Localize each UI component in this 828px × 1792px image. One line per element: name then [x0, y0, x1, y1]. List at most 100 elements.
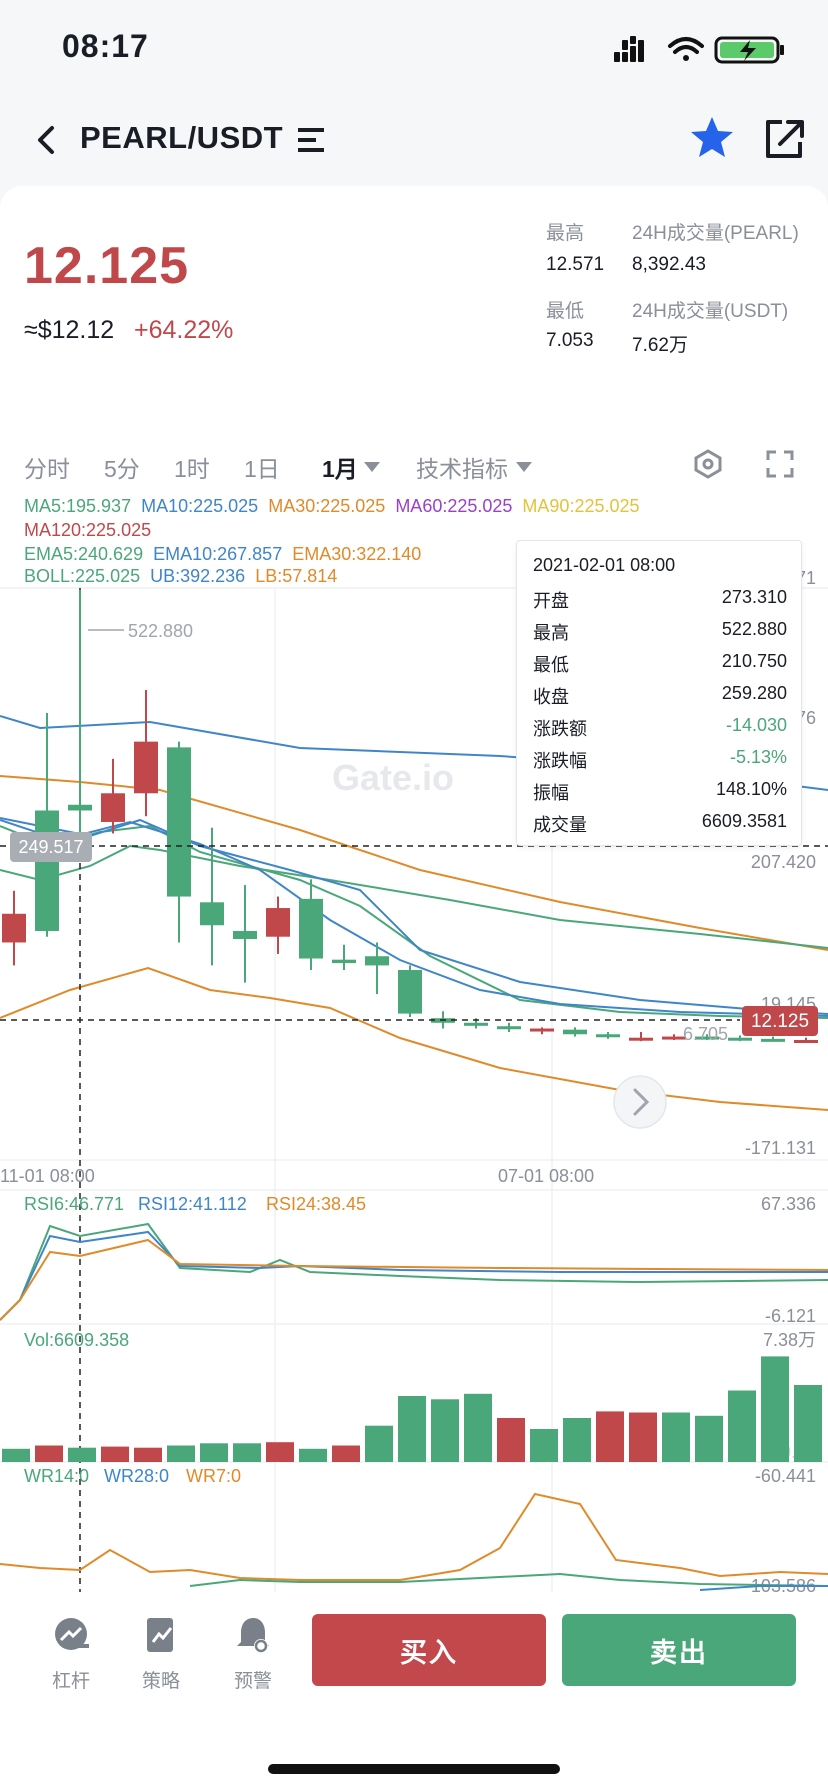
tab-indicators[interactable]: 技术指标 — [416, 456, 508, 482]
tooltip-key: 成交量 — [533, 815, 587, 835]
candle-body — [629, 1037, 653, 1041]
vol-base-label: 24H成交量(PEARL) — [632, 223, 799, 244]
alert-label: 预警 — [233, 1671, 272, 1692]
wr-lines — [0, 1492, 828, 1591]
rsi12-label: RSI12:41.112 — [138, 1194, 247, 1214]
tooltip-row-change: 涨跌额 -14.030 — [533, 715, 787, 743]
fullscreen-icon[interactable] — [764, 448, 796, 480]
wr14-line — [189, 1572, 828, 1587]
tooltip-date: 2021-02-01 08:00 — [533, 555, 676, 575]
low-label: 最低 — [546, 301, 585, 322]
candle-body — [530, 1028, 554, 1032]
candle — [728, 1035, 752, 1042]
candle — [794, 1037, 818, 1043]
tooltip-row-open: 开盘 273.310 — [533, 587, 787, 615]
tooltip-value: -5.13% — [729, 747, 787, 767]
ma-orange-line — [0, 775, 828, 951]
candle — [233, 885, 257, 983]
vol-max-label: 7.38万 — [763, 1330, 816, 1350]
wr28-line — [699, 1585, 828, 1591]
candle — [134, 690, 158, 817]
month-caret-icon[interactable] — [364, 462, 380, 472]
volume-bar — [662, 1412, 690, 1462]
candle-body — [365, 956, 389, 966]
x-axis-label-mid: 07-01 08:00 — [498, 1166, 594, 1186]
volume-bar — [596, 1411, 624, 1462]
candle — [35, 712, 59, 937]
last-price-tag — [742, 1006, 818, 1036]
vol-quote-label: 24H成交量(USDT) — [632, 301, 789, 322]
ema-green-2 — [0, 844, 828, 949]
ema-blue-2 — [0, 819, 828, 1017]
tooltip-value: 148.10% — [715, 779, 787, 799]
wr-max-label: -60.441 — [755, 1466, 816, 1486]
candle-body — [794, 1040, 818, 1043]
battery-icon — [714, 36, 784, 64]
ma120-label: MA120:225.025 — [24, 520, 152, 540]
volume-bar — [563, 1418, 591, 1462]
signal-icon — [614, 36, 644, 62]
tooltip-value: 210.750 — [721, 651, 787, 671]
candle-body — [398, 970, 422, 1014]
sell-button[interactable]: 卖出 — [562, 1614, 796, 1686]
pair-menu-icon[interactable] — [296, 122, 330, 158]
interval-tabs: 分时 5分 1时 1日 1月 技术指标 — [0, 434, 828, 494]
rsi12-line — [0, 1230, 828, 1321]
settings-hex-icon[interactable] — [692, 448, 724, 480]
candle — [332, 944, 356, 970]
pair-title[interactable]: PEARL/USDT — [80, 120, 284, 155]
leverage-button[interactable]: 杠杆 — [36, 1616, 106, 1696]
tooltip-key: 最高 — [533, 623, 569, 643]
candle-body — [266, 908, 290, 937]
strategy-button[interactable]: 策略 — [126, 1616, 196, 1696]
volume-bar — [35, 1445, 63, 1462]
alert-button[interactable]: 预警 — [218, 1616, 288, 1696]
candle-body — [233, 930, 257, 940]
axis-label-207: 207.420 — [751, 852, 816, 872]
ema30-label: EMA30:322.140 — [292, 544, 422, 564]
tab-1d[interactable]: 1日 — [244, 456, 280, 482]
rsi-max-label: 67.336 — [761, 1194, 816, 1214]
candle-tooltip: 2021-02-01 08:00 开盘 273.310 最高 522.880 最… — [516, 540, 802, 846]
tooltip-key: 涨跌幅 — [533, 751, 587, 771]
back-icon[interactable] — [26, 118, 66, 162]
candle-body — [332, 959, 356, 964]
status-bar: 08:17 — [0, 0, 828, 100]
favorite-star-icon[interactable] — [688, 114, 736, 162]
candle-body — [596, 1034, 620, 1038]
tab-1month[interactable]: 1月 — [322, 456, 358, 482]
candle-body — [134, 741, 158, 794]
candle — [530, 1027, 554, 1035]
tab-1h[interactable]: 1时 — [174, 456, 210, 482]
candle — [662, 1034, 686, 1040]
tooltip-key: 涨跌额 — [533, 719, 587, 739]
candle-body — [35, 810, 59, 931]
ma-line-1: MA5:195.937 MA10:225.025 MA30:225.025 MA… — [24, 496, 640, 517]
vol-base-value: 8,392.43 — [632, 254, 706, 275]
share-icon[interactable] — [762, 114, 806, 162]
ma30-label: MA30:225.025 — [268, 496, 386, 516]
boll-line: BOLL:225.025 UB:392.236 LB:57.814 — [24, 566, 337, 587]
volume-bar — [299, 1448, 327, 1462]
candle — [101, 758, 125, 834]
volume-bar — [200, 1443, 228, 1462]
candle-body — [761, 1038, 785, 1042]
tab-5min[interactable]: 5分 — [104, 456, 140, 482]
indicators-caret-icon[interactable] — [516, 462, 532, 472]
ub-label: UB:392.236 — [150, 566, 246, 586]
alert-bell-icon — [237, 1618, 269, 1653]
buy-button[interactable]: 买入 — [312, 1614, 546, 1686]
tooltip-key: 开盘 — [533, 591, 569, 611]
volume-bar — [332, 1445, 360, 1462]
tooltip-row-amplitude: 振幅 148.10% — [533, 779, 787, 807]
kline-chart[interactable]: Gate.io 522.880 249.517 207.420 19.145 6… — [0, 0, 828, 1600]
rsi6-line — [0, 1222, 828, 1321]
high-value: 12.571 — [546, 254, 605, 275]
candle — [596, 1031, 620, 1039]
rsi-lines — [0, 1222, 828, 1321]
tab-timeline[interactable]: 分时 — [24, 456, 70, 482]
volume-bar — [695, 1415, 723, 1462]
strategy-icon — [147, 1618, 173, 1652]
bottom-action-bar: 杠杆 策略 预警 买入 卖出 — [0, 1592, 828, 1792]
peak-label: 522.880 — [128, 621, 193, 641]
